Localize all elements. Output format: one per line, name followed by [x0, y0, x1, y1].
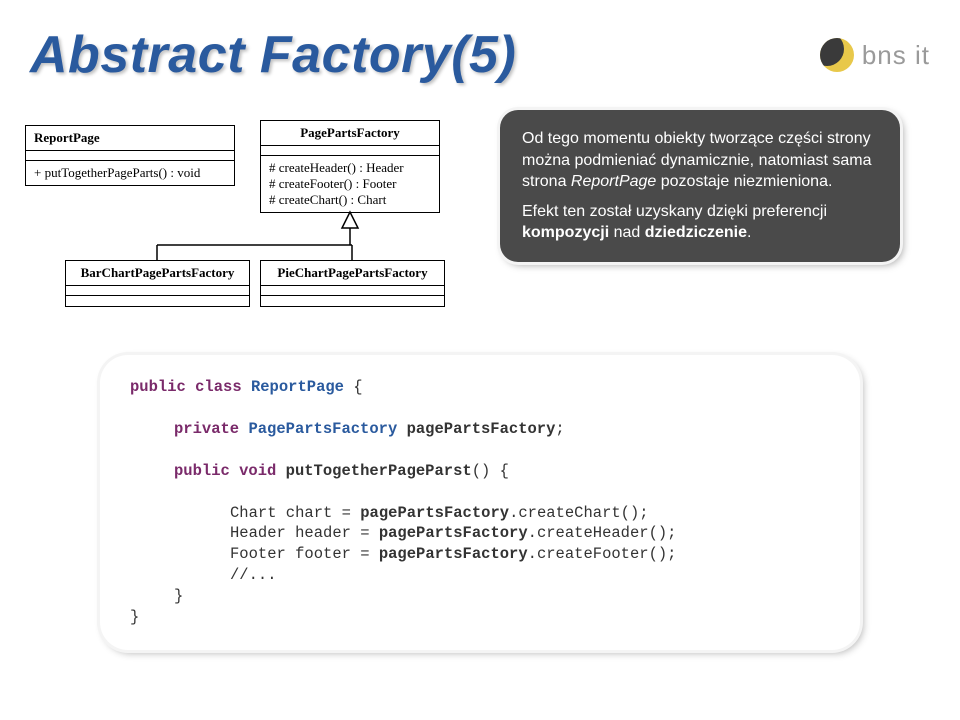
code-line: }	[130, 607, 830, 628]
note-line: Efekt ten został uzyskany dzięki prefere…	[522, 203, 827, 220]
field-name: pagePartsFactory	[407, 420, 556, 438]
uml-class-pagepartsfactory: PagePartsFactory # createHeader() : Head…	[260, 120, 440, 213]
note-italic: ReportPage	[571, 173, 656, 190]
note-bold: dziedziczenie	[645, 224, 747, 241]
uml-class-reportpage: ReportPage + putTogetherPageParts() : vo…	[25, 125, 235, 186]
brace: }	[130, 608, 139, 626]
uml-attr-empty	[66, 286, 249, 296]
kw: public	[174, 462, 230, 480]
note-line: nad	[609, 224, 645, 241]
code-text: //...	[230, 566, 277, 584]
uml-class-name: PieChartPagePartsFactory	[261, 261, 444, 286]
code-text: Chart chart =	[230, 504, 360, 522]
code-line: Header header = pagePartsFactory.createH…	[130, 523, 830, 544]
code-line: Footer footer = pagePartsFactory.createF…	[130, 544, 830, 565]
type-name: PagePartsFactory	[248, 420, 397, 438]
code-line: //...	[130, 565, 830, 586]
paren: () {	[472, 462, 509, 480]
code-line: public void putTogetherPageParst() {	[130, 461, 830, 482]
uml-op: # createChart() : Chart	[269, 192, 431, 208]
code-text: .createHeader();	[528, 524, 677, 542]
uml-class-name: PagePartsFactory	[261, 121, 439, 146]
brace: {	[353, 378, 362, 396]
code-text: Footer footer =	[230, 545, 379, 563]
uml-op: + putTogetherPageParts() : void	[26, 161, 234, 185]
code-text: Header header =	[230, 524, 379, 542]
uml-attr-empty	[261, 146, 439, 156]
logo: bns it	[820, 38, 930, 72]
uml-class-name: ReportPage	[26, 126, 234, 151]
note-bold: kompozycji	[522, 224, 609, 241]
code-line: Chart chart = pagePartsFactory.createCha…	[130, 503, 830, 524]
type-name: ReportPage	[251, 378, 344, 396]
kw: class	[195, 378, 242, 396]
uml-class-name: BarChartPagePartsFactory	[66, 261, 249, 286]
slide-title: Abstract Factory(5)	[30, 25, 516, 85]
uml-op-empty	[261, 296, 444, 306]
uml-class-piechartfactory: PieChartPagePartsFactory	[260, 260, 445, 307]
uml-ops: # createHeader() : Header # createFooter…	[261, 156, 439, 212]
code-text: .createFooter();	[528, 545, 677, 563]
code-line: }	[130, 586, 830, 607]
note-line: .	[747, 224, 751, 241]
uml-attr-empty	[261, 286, 444, 296]
code-text: .createChart();	[509, 504, 649, 522]
kw: void	[239, 462, 276, 480]
kw: private	[174, 420, 239, 438]
field-name: pagePartsFactory	[379, 545, 528, 563]
method-name: putTogetherPageParst	[286, 462, 472, 480]
brace: }	[174, 587, 183, 605]
field-name: pagePartsFactory	[360, 504, 509, 522]
code-snippet: public class ReportPage { private PagePa…	[100, 355, 860, 650]
uml-op-empty	[66, 296, 249, 306]
code-line: private PagePartsFactory pagePartsFactor…	[130, 419, 830, 440]
uml-op: # createHeader() : Header	[269, 160, 431, 176]
semi: ;	[555, 420, 564, 438]
code-line: public class ReportPage {	[130, 377, 830, 398]
note-line: pozostaje niezmieniona.	[656, 173, 832, 190]
uml-class-barchartfactory: BarChartPagePartsFactory	[65, 260, 250, 307]
logo-text: bns it	[862, 40, 930, 71]
note-callout: Od tego momentu obiekty tworzące części …	[500, 110, 900, 262]
logo-icon	[820, 38, 854, 72]
field-name: pagePartsFactory	[379, 524, 528, 542]
uml-op: # createFooter() : Footer	[269, 176, 431, 192]
kw: public	[130, 378, 186, 396]
uml-attr-empty	[26, 151, 234, 161]
